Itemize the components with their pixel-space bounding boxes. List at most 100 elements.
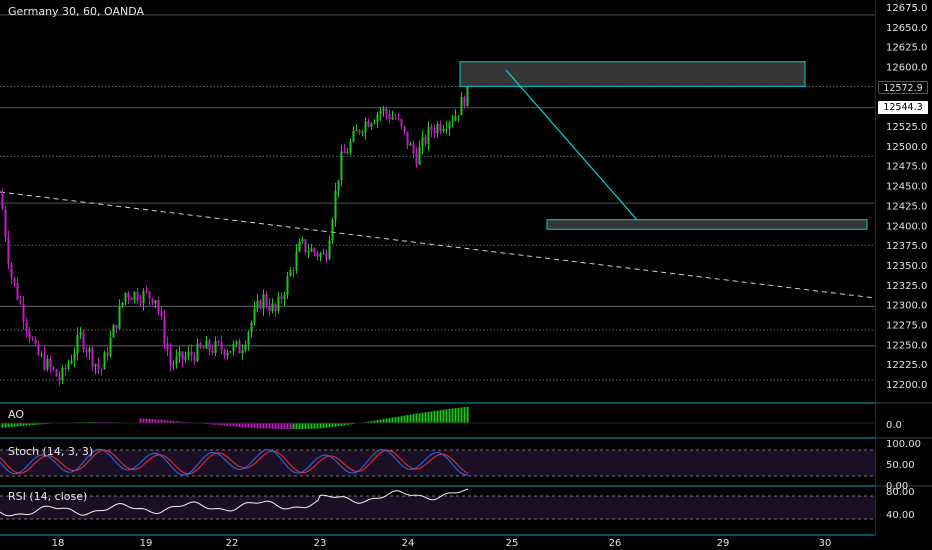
ao-bar xyxy=(325,423,328,428)
candle-body xyxy=(289,270,292,276)
candle-body xyxy=(364,121,367,133)
ao-bar xyxy=(226,423,229,426)
ao-bar xyxy=(331,423,334,427)
candle-body xyxy=(115,325,118,329)
date-tick-label: 23 xyxy=(314,538,327,549)
ao-bar xyxy=(229,423,232,427)
ao-bar xyxy=(385,418,388,423)
ao-bar xyxy=(421,412,424,423)
candle-body xyxy=(445,128,448,130)
ao-bar xyxy=(328,423,331,428)
candle-body xyxy=(268,305,271,312)
candle-body xyxy=(193,355,196,362)
ao-bar xyxy=(217,423,220,426)
ao-bar xyxy=(37,423,40,425)
ao-bar xyxy=(208,423,211,425)
price-tick-label: 12475.0 xyxy=(886,162,927,173)
price-tick-label: 12650.0 xyxy=(886,23,927,34)
candle-body xyxy=(205,340,208,349)
ao-bar xyxy=(283,423,286,429)
ao-bar xyxy=(295,423,298,429)
candle-body xyxy=(358,130,361,133)
candle-body xyxy=(94,364,97,367)
ao-bar xyxy=(205,423,208,425)
candle-body xyxy=(40,354,43,356)
candle-body xyxy=(214,341,217,353)
candle-body xyxy=(139,301,142,304)
ao-indicator-label[interactable]: AO xyxy=(8,408,24,421)
candle-body xyxy=(148,291,151,299)
ao-bar xyxy=(151,419,154,423)
ao-bar xyxy=(313,423,316,429)
stoch-band xyxy=(0,450,875,476)
rsi-level-label: 80.00 xyxy=(886,487,915,498)
candle-body xyxy=(355,130,358,132)
stoch-indicator-label[interactable]: Stoch (14, 3, 3) xyxy=(8,445,94,458)
candle-body xyxy=(169,350,172,365)
ao-bar xyxy=(322,423,325,429)
ao-bar xyxy=(4,423,7,428)
ao-bar xyxy=(298,423,301,429)
ao-bar xyxy=(172,420,175,423)
rsi-level-label: 40.00 xyxy=(886,510,915,521)
ao-bar xyxy=(445,409,448,423)
stoch-level-label: 0.00 xyxy=(886,481,908,492)
candle-body xyxy=(412,143,415,154)
candle-body xyxy=(232,344,235,352)
candle-body xyxy=(202,347,205,349)
ao-bar xyxy=(268,423,271,429)
ao-bar xyxy=(451,408,454,423)
date-tick-label: 25 xyxy=(506,538,519,549)
ao-bar xyxy=(418,413,421,423)
candle-body xyxy=(346,152,349,154)
ao-bar xyxy=(439,410,442,423)
ao-bar xyxy=(415,413,418,423)
candle-body xyxy=(298,241,301,252)
candle-body xyxy=(328,240,331,260)
ao-bar xyxy=(271,423,274,429)
price-tick-label: 12200.0 xyxy=(886,380,927,391)
candle-body xyxy=(262,294,265,309)
ao-bar xyxy=(211,423,214,425)
candle-body xyxy=(280,296,283,300)
ao-bar xyxy=(277,423,280,429)
candle-body xyxy=(292,270,295,272)
ao-bar xyxy=(286,423,289,429)
candle-body xyxy=(265,294,268,306)
ao-bar xyxy=(457,407,460,423)
ao-bar xyxy=(253,423,256,428)
ao-bar xyxy=(247,423,250,428)
candle-body xyxy=(463,96,466,107)
candle-body xyxy=(127,292,130,298)
candle-body xyxy=(199,343,202,348)
candle-body xyxy=(310,248,313,252)
candle-body xyxy=(448,122,451,129)
candle-body xyxy=(286,275,289,295)
ao-bar xyxy=(157,419,160,423)
candle-body xyxy=(13,277,16,283)
ao-bar xyxy=(304,423,307,429)
stoch-level-label: 100.00 xyxy=(886,439,921,450)
ao-bar xyxy=(142,418,145,423)
candle-body xyxy=(379,110,382,115)
ao-bar xyxy=(148,418,151,423)
rsi-indicator-label[interactable]: RSI (14, close) xyxy=(8,490,88,503)
candle-body xyxy=(19,299,22,304)
candle-body xyxy=(58,376,61,381)
ao-bar xyxy=(397,416,400,423)
price-tick-label: 12675.0 xyxy=(886,3,927,14)
candle-body xyxy=(283,294,286,300)
ao-bar xyxy=(349,423,352,425)
ao-bar xyxy=(19,423,22,427)
ao-bar xyxy=(394,417,397,423)
candle-body xyxy=(277,296,280,312)
ao-bar xyxy=(262,423,265,429)
candle-body xyxy=(181,351,184,360)
ao-bar xyxy=(340,423,343,426)
candle-body xyxy=(256,300,259,309)
candle-body xyxy=(271,303,274,312)
candle-body xyxy=(385,108,388,114)
candle-body xyxy=(124,292,127,303)
candle-body xyxy=(334,190,337,220)
